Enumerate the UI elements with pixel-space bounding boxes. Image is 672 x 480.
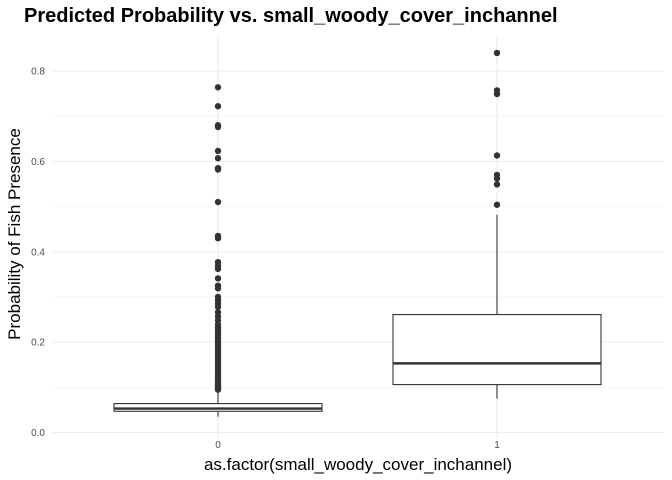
outlier-point [214, 275, 222, 282]
outlier-point [214, 103, 222, 110]
outlier-point [214, 198, 222, 206]
x-tick-label: 1 [494, 440, 500, 451]
outlier-point [493, 49, 501, 57]
outlier-point [493, 175, 501, 182]
outlier-point [214, 123, 222, 131]
x-tick-label: 0 [215, 440, 221, 451]
outlier-point [493, 152, 501, 159]
outlier-point [493, 181, 501, 188]
outlier-point [214, 155, 222, 162]
outlier-point [214, 386, 222, 393]
outlier-point [214, 166, 222, 173]
y-tick-label: 0.4 [31, 247, 45, 258]
iqr-box [392, 314, 602, 386]
outlier-point [214, 84, 222, 91]
outlier-point [214, 234, 222, 242]
tick-layer: 0.0 0.2 0.4 0.6 0.8 0 1 [31, 67, 500, 452]
outlier-point [493, 201, 501, 208]
y-axis-title: Probability of Fish Presence [5, 128, 24, 340]
outlier-point [214, 265, 222, 273]
outlier-point [493, 90, 501, 98]
outlier-point [214, 147, 222, 155]
chart-title: Predicted Probability vs. small_woody_co… [24, 5, 558, 27]
outlier-point [214, 303, 222, 311]
y-tick-label: 0.6 [31, 157, 45, 168]
y-tick-label: 0.2 [31, 338, 45, 349]
outlier-point [214, 285, 222, 292]
x-axis-title: as.factor(small_woody_cover_inchannel) [204, 455, 512, 474]
box-layer [113, 49, 602, 417]
y-tick-label: 0.0 [31, 428, 45, 439]
y-tick-label: 0.8 [31, 67, 45, 78]
